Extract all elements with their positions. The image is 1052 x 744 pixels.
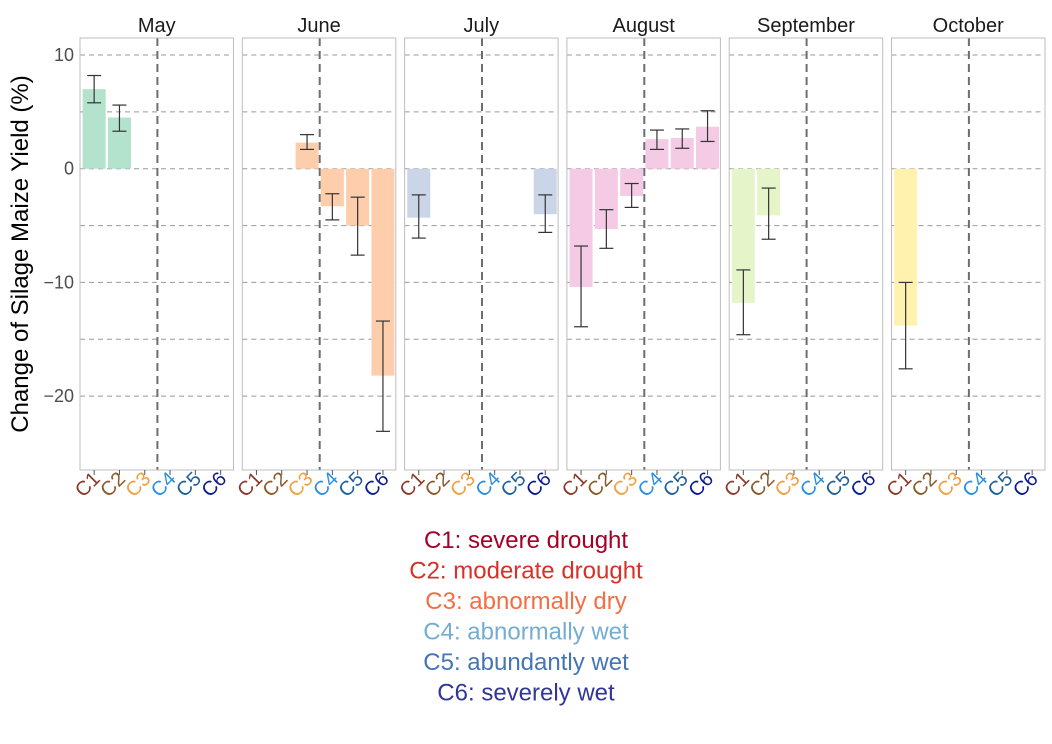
x-tick-label: C6: [684, 468, 718, 502]
error-bar: [87, 74, 102, 104]
error-bar: [574, 245, 589, 328]
error-bar: [325, 193, 340, 221]
error-bar: [624, 182, 639, 208]
legend-entry: C2: moderate drought: [409, 558, 643, 585]
y-tick-label: −10: [43, 272, 74, 292]
y-tick-label: 0: [64, 159, 74, 179]
error-bar: [898, 281, 913, 370]
legend-entry: C3: abnormally dry: [425, 588, 626, 615]
error-bar: [700, 110, 715, 143]
panel-title: June: [297, 15, 340, 37]
x-tick-label: C6: [522, 468, 556, 502]
panel-border: [404, 37, 559, 471]
panel-border: [891, 37, 1046, 471]
bar-c6: [371, 168, 395, 376]
y-tick-label: −20: [43, 386, 74, 406]
y-tick-labels: 10 0 −10 −20: [43, 45, 74, 406]
panel-title: September: [757, 15, 855, 37]
bar-c1: [894, 168, 918, 326]
legend-entry: C5: abundantly wet: [423, 649, 629, 676]
panels: MayC1C2C3C4C5C6JuneC1C2C3C4C5C6JulyC1C2C…: [71, 15, 1046, 502]
error-bar: [675, 128, 690, 149]
bar-c4: [320, 168, 344, 207]
bar-c6: [533, 168, 557, 215]
x-tick-label: C6: [198, 468, 232, 502]
legend-entry: C6: severely wet: [437, 680, 615, 707]
error-bar: [112, 104, 127, 132]
bar-c2: [594, 168, 618, 229]
bar-c4: [645, 139, 669, 169]
error-bar: [736, 269, 751, 336]
panel-border: [566, 37, 721, 471]
panel-border: [241, 37, 397, 471]
bar-c5: [670, 138, 694, 169]
y-axis-label: Change of Silage Maize Yield (%): [7, 75, 34, 433]
error-bar: [350, 196, 365, 256]
x-tick-label: C6: [360, 468, 394, 502]
legend-entry: C4: abnormally wet: [423, 619, 629, 646]
bar-c1: [569, 168, 593, 287]
legend: C1: severe drought C2: moderate drought C3…: [409, 527, 643, 707]
y-tick-label: 10: [54, 45, 74, 65]
bar-c1: [407, 168, 431, 218]
error-bar: [599, 209, 614, 249]
panel-title: May: [138, 15, 176, 37]
error-bar: [411, 194, 426, 239]
panel-title: August: [613, 15, 676, 37]
error-bar: [761, 187, 776, 240]
panel-title: July: [464, 15, 500, 37]
error-bar: [375, 320, 390, 432]
error-bar: [300, 134, 315, 151]
panel-border: [79, 37, 234, 471]
error-bar: [649, 129, 664, 151]
x-tick-label: C6: [1009, 468, 1043, 502]
bar-c1: [82, 89, 106, 169]
legend-entry: C1: severe drought: [424, 527, 628, 554]
x-tick-label: C6: [847, 468, 881, 502]
panel-title: October: [933, 15, 1004, 37]
error-bar: [538, 194, 553, 233]
bar-c2: [107, 117, 131, 169]
bar-c6: [696, 126, 720, 169]
panel-border: [728, 37, 884, 471]
bar-c3: [620, 168, 644, 197]
